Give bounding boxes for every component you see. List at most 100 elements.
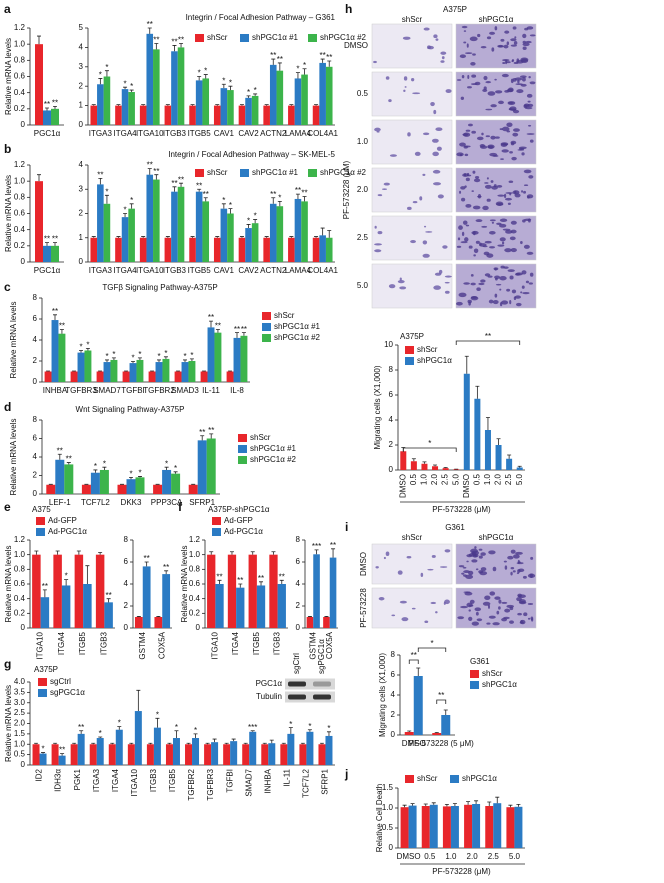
- cell: [522, 46, 527, 50]
- cell: [411, 77, 415, 82]
- error-bar: [202, 370, 207, 372]
- cell: [438, 269, 443, 274]
- error-bar: [91, 236, 96, 238]
- error-bar: [200, 435, 205, 441]
- cell: [508, 101, 514, 104]
- cell: [526, 251, 534, 255]
- x-tick-label: COX5A: [325, 631, 334, 659]
- error-bar: [34, 742, 39, 745]
- error-bar: [508, 804, 513, 808]
- cell: [431, 555, 436, 558]
- bar: [153, 179, 160, 262]
- error-bar: [147, 168, 152, 175]
- cell: [497, 244, 505, 247]
- bar: [134, 711, 142, 765]
- error-bar: [209, 551, 214, 555]
- bar: [77, 733, 85, 765]
- panel-letter: g: [4, 657, 11, 671]
- micrograph: [371, 587, 453, 629]
- bar: [202, 78, 210, 125]
- cell: [523, 612, 528, 617]
- significance: *: [254, 212, 257, 221]
- error-bar: [279, 579, 284, 584]
- bar: [35, 44, 43, 125]
- error-bar: [55, 550, 60, 555]
- error-bar: [45, 242, 49, 246]
- significance: **: [215, 322, 221, 331]
- error-bar: [288, 727, 293, 734]
- x-tick-label: PGK1: [73, 768, 82, 790]
- cell: [500, 265, 505, 269]
- bar: [44, 371, 52, 382]
- error-bar: [300, 742, 305, 745]
- cell: [458, 292, 467, 298]
- error-bar: [238, 583, 243, 588]
- chart-title: TGFβ Signaling Pathway-A375P: [102, 283, 217, 292]
- y-tick-label: 0.8: [189, 564, 201, 573]
- micrograph: [455, 119, 537, 165]
- cell: [476, 136, 484, 141]
- y-tick-label: 0.6: [14, 72, 26, 81]
- cell: [494, 596, 501, 600]
- y-tick-label: 6: [389, 390, 394, 399]
- bar: [90, 105, 98, 125]
- x-tick-label: TGFBR3: [65, 386, 97, 395]
- bar: [325, 237, 333, 262]
- error-bar: [209, 433, 214, 439]
- bar: [103, 362, 111, 382]
- error-bar: [110, 742, 115, 745]
- bar: [74, 554, 84, 628]
- cell: [506, 41, 510, 46]
- cell: [484, 595, 491, 601]
- error-bar: [289, 104, 294, 106]
- y-axis-label: Relative mRNA levels: [4, 38, 13, 115]
- cell: [485, 135, 490, 138]
- cell: [424, 225, 427, 228]
- legend-swatch: [212, 528, 221, 536]
- cell: [489, 152, 498, 157]
- error-bar: [124, 370, 129, 372]
- error-bar: [104, 70, 109, 77]
- significance: *: [175, 723, 178, 732]
- legend-swatch: [405, 775, 414, 783]
- bar: [410, 461, 417, 470]
- legend-swatch: [308, 34, 317, 42]
- cell: [513, 554, 520, 559]
- cell: [501, 601, 508, 604]
- cell: [462, 220, 468, 225]
- bar: [200, 371, 208, 382]
- bar: [453, 469, 460, 470]
- bar: [442, 468, 449, 470]
- cell: [397, 280, 405, 284]
- y-tick-label: 2: [33, 356, 38, 365]
- x-tick-label: ITGA10: [210, 631, 219, 659]
- cell: [504, 90, 510, 93]
- y-tick-label: 6: [124, 557, 129, 566]
- blot-row-label: PGC1α: [256, 679, 283, 688]
- bar: [421, 806, 430, 848]
- bar: [162, 574, 171, 628]
- x-tick-label: ITGB3: [163, 129, 187, 138]
- cell: [499, 275, 507, 281]
- legend-label: shPGC1α #2: [274, 333, 321, 342]
- bar: [171, 191, 178, 262]
- cell: [525, 280, 530, 284]
- x-tick-label: ITGB5: [168, 768, 177, 792]
- cell: [480, 279, 486, 283]
- cell: [463, 41, 467, 44]
- significance: *: [118, 719, 121, 728]
- significance: **: [199, 428, 205, 437]
- cell: [466, 43, 469, 48]
- cell: [467, 299, 472, 304]
- error-bar: [60, 753, 65, 756]
- error-bar: [136, 616, 141, 617]
- cell: [520, 75, 527, 78]
- significance: **: [171, 38, 177, 47]
- x-tick-label: DKK3: [121, 498, 142, 507]
- significance: **: [295, 186, 301, 195]
- cell: [525, 40, 532, 44]
- bar: [127, 744, 135, 765]
- bar: [294, 78, 302, 125]
- cell: [461, 572, 465, 575]
- cell: [402, 36, 411, 40]
